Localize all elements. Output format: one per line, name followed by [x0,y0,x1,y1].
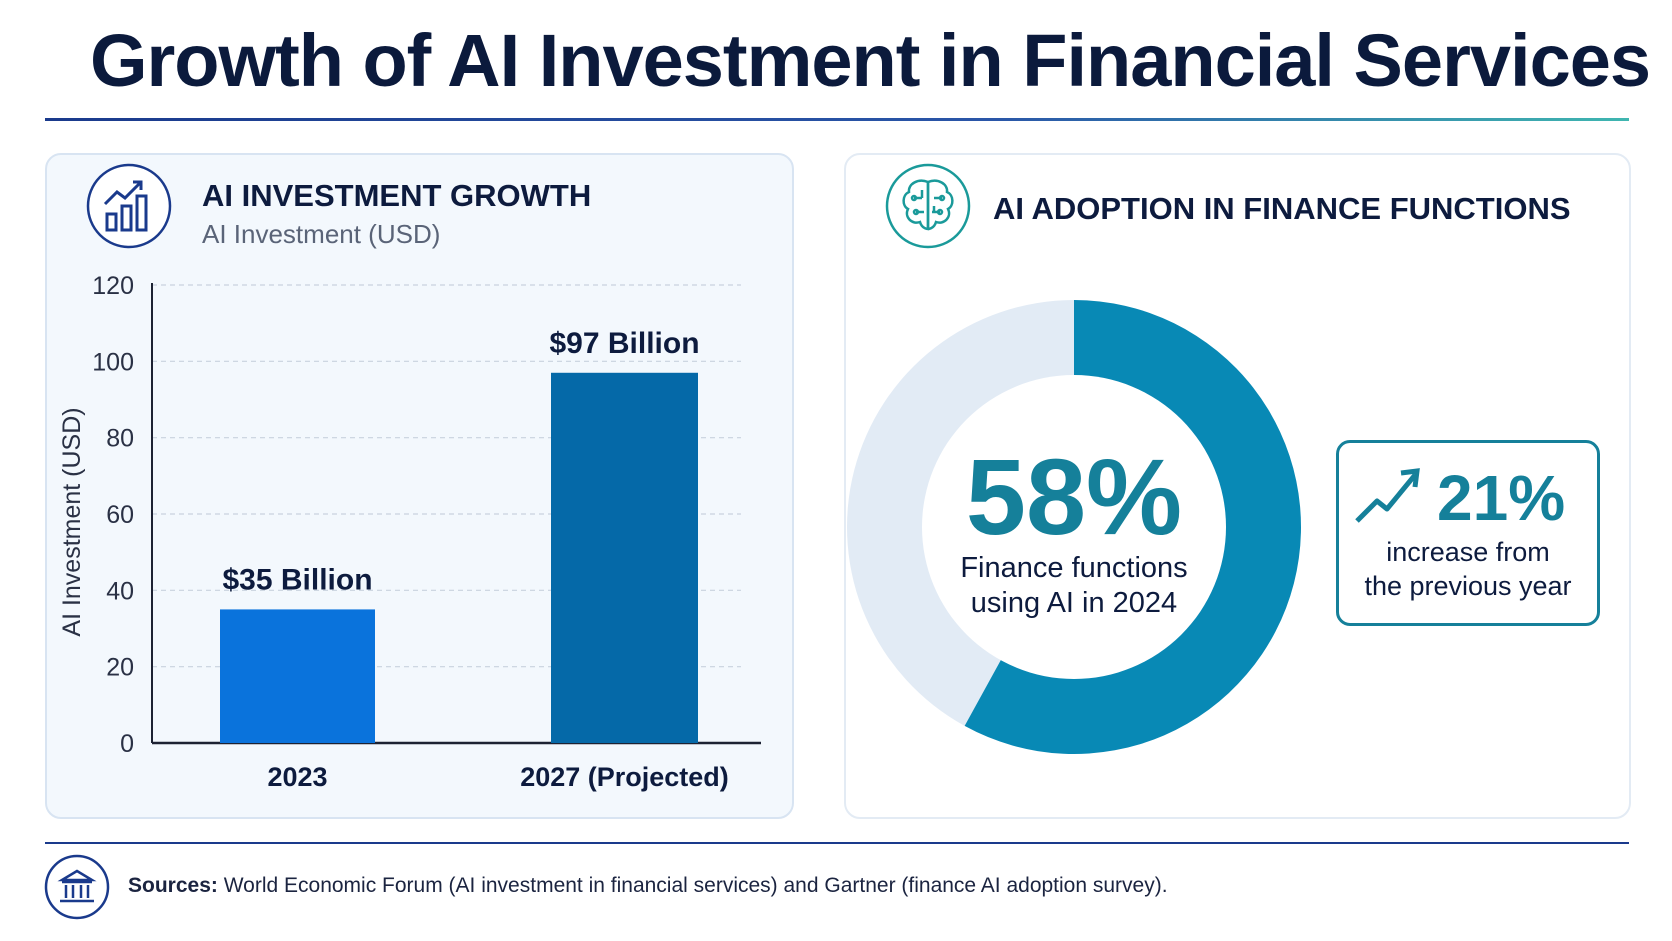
bar-data-label: $35 Billion [222,563,372,596]
x-tick-label: 2023 [267,762,327,792]
y-tick-label: 20 [106,654,134,682]
y-tick-label: 120 [92,272,134,300]
donut-center-line2: using AI in 2024 [971,587,1177,619]
bank-building-icon [44,854,110,920]
x-tick-label: 2027 (Projected) [520,762,729,792]
increase-stat-card: 21% increase from the previous year [1336,440,1600,626]
sources-text: World Economic Forum (AI investment in f… [217,874,1168,897]
bar [551,372,698,743]
y-tick-label: 100 [92,348,134,376]
adoption-panel-title: AI ADOPTION IN FINANCE FUNCTIONS [993,191,1571,226]
footer-divider [45,842,1629,844]
y-axis-label: AI Investment (USD) [58,407,86,636]
title-divider [45,118,1629,121]
brain-circuit-icon [885,163,971,249]
sources-label: Sources: [128,874,218,897]
y-tick-label: 0 [120,730,134,758]
bar-chart-growth-icon [86,163,172,249]
increase-stat-value: 21% [1437,462,1566,534]
investment-panel-subtitle: AI Investment (USD) [202,219,441,249]
donut-hole [922,375,1226,679]
donut-center-value: 58% [966,436,1182,557]
trend-up-arrow-icon [1355,468,1420,523]
bar-data-label: $97 Billion [549,327,699,360]
donut-chart: 58% Finance functions using AI in 2024 [847,300,1301,754]
increase-stat-line1: increase from [1386,537,1550,567]
sources-note: Sources: World Economic Forum (AI invest… [128,874,1168,898]
y-tick-label: 80 [106,425,134,453]
bar [220,609,375,743]
investment-panel-title: AI INVESTMENT GROWTH [202,178,592,213]
bar-chart: 0 20 40 60 80 100 120 $35 Billion 2023 $97 Billi… [58,272,761,792]
donut-center-line1: Finance functions [960,552,1187,584]
y-tick-label: 60 [106,501,134,529]
page-title: Growth of AI Investment in Financial Ser… [89,19,1651,102]
increase-stat-line2: the previous year [1364,571,1572,601]
y-tick-label: 40 [106,577,134,605]
